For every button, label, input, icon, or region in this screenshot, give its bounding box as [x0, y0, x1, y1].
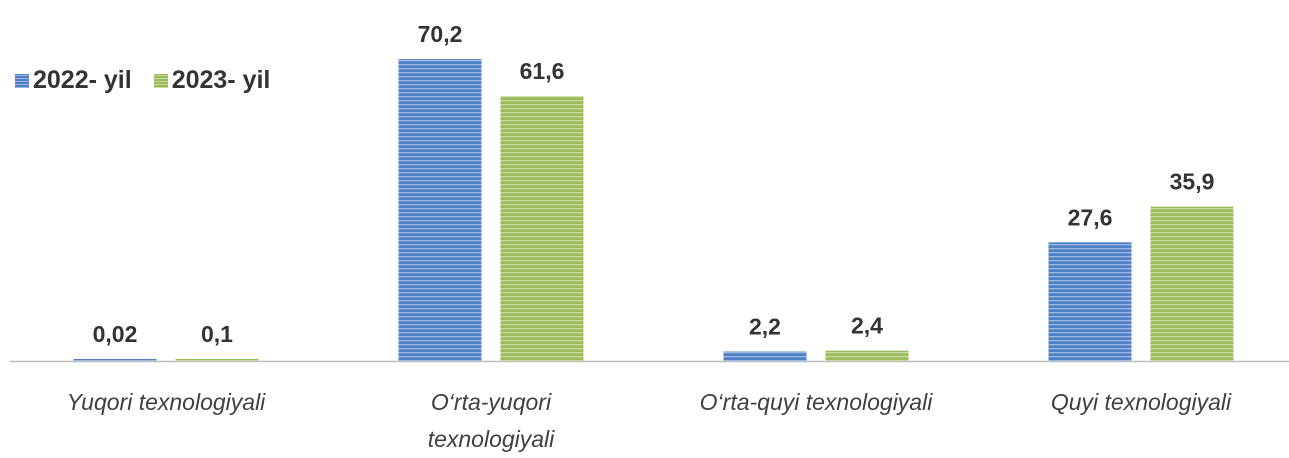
- value-label: 27,6: [1068, 204, 1113, 230]
- value-label: 2,2: [749, 314, 781, 340]
- value-label: 61,6: [520, 58, 565, 84]
- legend-label: 2023- yil: [171, 66, 271, 94]
- value-label: 0,1: [201, 321, 233, 347]
- x-tick-label: Quyi texnologiyali: [1050, 389, 1232, 415]
- legend-swatch: [15, 73, 29, 88]
- bar: [1048, 242, 1132, 361]
- value-label: 70,2: [418, 21, 463, 47]
- x-tick-label: O‘rta-yuqori texnologiyali: [427, 389, 555, 452]
- bar: [398, 59, 482, 361]
- x-tick-label: O‘rta-quyi texnologiyali: [699, 389, 933, 415]
- legend: 2022- yil 2023- yil: [15, 66, 270, 95]
- bar: [825, 350, 909, 361]
- bar: [500, 96, 584, 362]
- legend-item: 2023- yil: [153, 66, 271, 95]
- bar: [1150, 206, 1234, 361]
- value-label: 2,4: [851, 313, 883, 339]
- x-tick-label: Yuqori texnologiyali: [66, 389, 266, 415]
- value-label: 0,02: [93, 321, 138, 347]
- legend-swatch: [153, 73, 168, 88]
- legend-label: 2022- yil: [33, 66, 132, 94]
- legend-item: 2022- yil: [15, 66, 132, 95]
- value-label: 35,9: [1170, 169, 1215, 195]
- bar: [723, 351, 807, 361]
- bar: [73, 359, 157, 361]
- bar: [175, 359, 259, 361]
